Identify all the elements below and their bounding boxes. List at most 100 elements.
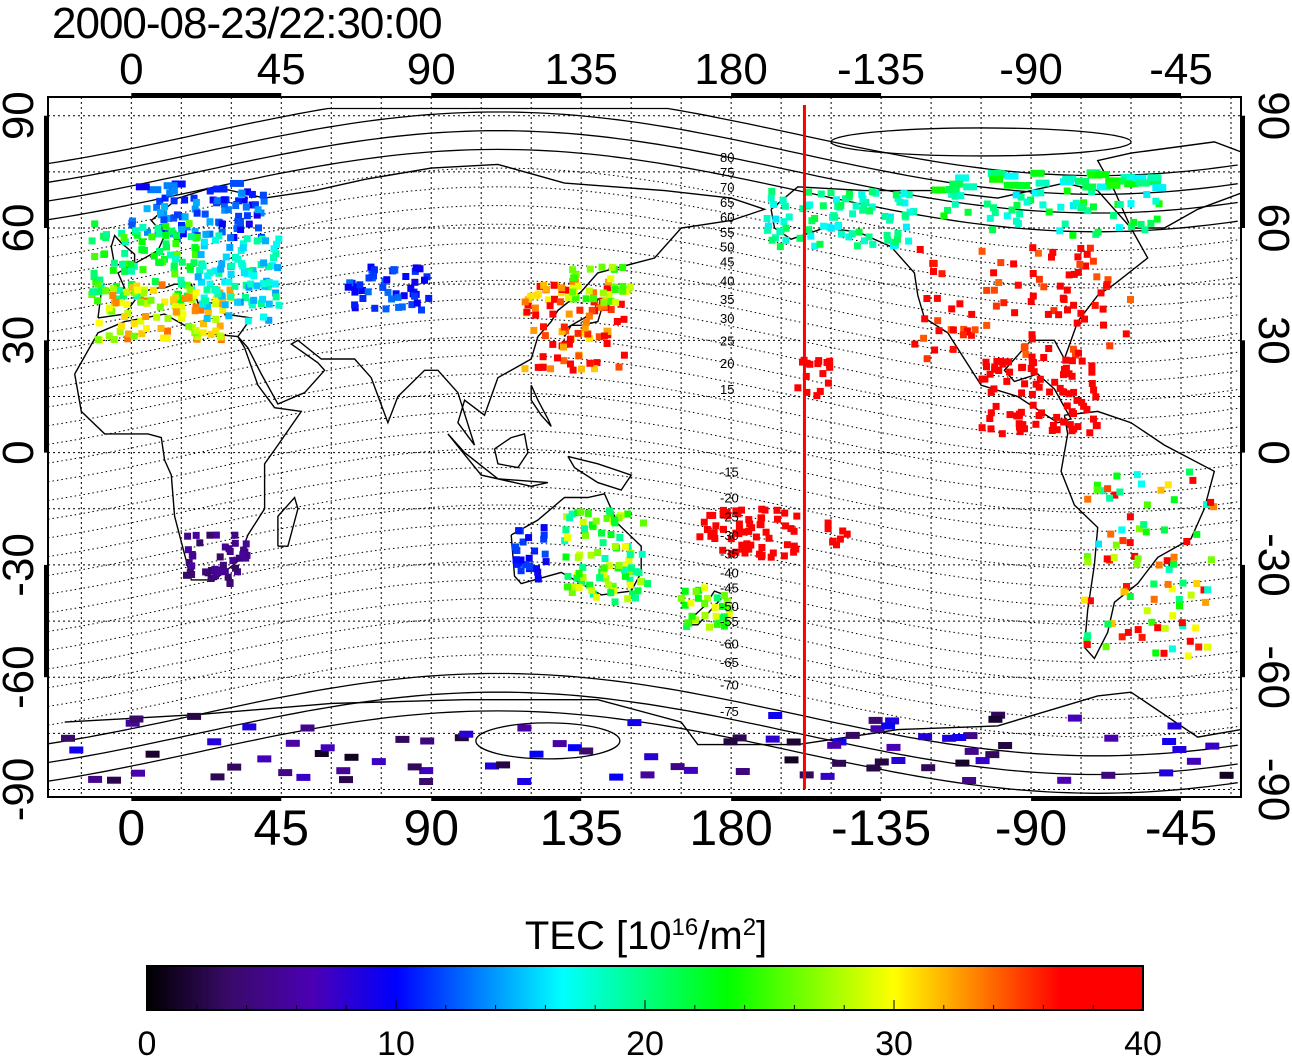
tec-point xyxy=(565,340,573,348)
tec-point xyxy=(1035,179,1050,187)
tec-point xyxy=(540,524,548,532)
tec-point xyxy=(911,340,919,348)
tec-point xyxy=(768,236,776,244)
latitude-tick-label-right: -60 xyxy=(1249,645,1292,709)
latitude-tick-label-right: 30 xyxy=(1249,316,1292,365)
tec-point xyxy=(983,286,991,294)
tec-point xyxy=(1118,633,1126,641)
tec-point xyxy=(1152,184,1167,192)
tec-point xyxy=(272,250,280,258)
tec-point xyxy=(807,232,815,240)
tec-point xyxy=(1084,207,1092,215)
tec-point xyxy=(742,544,750,552)
tec-point xyxy=(178,303,186,311)
tec-point xyxy=(243,235,251,243)
tec-point xyxy=(874,758,889,766)
tec-point xyxy=(300,724,315,732)
tec-point xyxy=(1116,201,1124,209)
tec-point xyxy=(622,561,630,569)
latitude-tick-label-left: -90 xyxy=(0,758,43,822)
tec-point xyxy=(1132,174,1147,182)
tec-point xyxy=(554,354,561,362)
tec-point xyxy=(1079,202,1087,210)
tec-point xyxy=(576,306,584,314)
tec-point xyxy=(1150,595,1158,603)
tec-point xyxy=(683,623,691,630)
tec-point xyxy=(607,589,615,597)
tec-point xyxy=(197,306,205,314)
tec-point xyxy=(1106,181,1121,189)
tec-point xyxy=(986,415,994,422)
tec-point xyxy=(1017,408,1025,416)
tec-point xyxy=(1070,270,1078,278)
tec-point xyxy=(560,323,568,331)
tec-point xyxy=(1032,420,1040,428)
tec-point xyxy=(602,575,610,583)
tec-point xyxy=(540,531,548,539)
tec-point xyxy=(69,746,84,754)
tec-point xyxy=(157,209,164,217)
tec-point xyxy=(165,215,172,223)
tec-point xyxy=(998,430,1006,438)
tec-point xyxy=(231,531,239,539)
colorbar: 0 10 20 30 40 xyxy=(138,965,1162,1057)
tec-point xyxy=(265,279,273,286)
tec-point xyxy=(992,402,1000,410)
tec-point xyxy=(206,280,214,288)
tec-point xyxy=(105,332,113,340)
coastline-south-america xyxy=(1060,410,1216,660)
tec-point xyxy=(620,566,628,574)
tec-point xyxy=(534,363,542,371)
tec-point xyxy=(819,370,827,378)
tec-point xyxy=(206,230,214,238)
tec-point xyxy=(700,518,708,526)
tec-point xyxy=(1028,359,1036,367)
tec-point xyxy=(1104,276,1112,284)
tec-point xyxy=(259,295,267,303)
coastline-borneo xyxy=(493,433,529,469)
tec-point xyxy=(638,550,646,558)
tec-point xyxy=(712,612,720,620)
tec-point xyxy=(552,740,567,748)
tec-point xyxy=(160,216,168,224)
tec-point xyxy=(1124,180,1139,188)
tec-point xyxy=(164,327,171,335)
latitude-tick-label-left: -30 xyxy=(0,533,43,597)
tec-point xyxy=(232,564,239,572)
tec-point xyxy=(109,266,117,274)
coastline-newguinea xyxy=(567,455,633,491)
tec-point xyxy=(240,196,248,204)
tec-point xyxy=(712,522,720,530)
tec-point xyxy=(459,730,474,738)
latitude-tick-label-left: -60 xyxy=(0,645,43,709)
tec-point xyxy=(1118,526,1126,534)
tec-point xyxy=(203,286,211,294)
tec-point xyxy=(578,579,586,586)
tec-point xyxy=(540,323,547,331)
tec-point xyxy=(212,531,220,539)
tec-point xyxy=(1017,193,1025,201)
tec-point xyxy=(997,259,1005,267)
tec-point xyxy=(921,764,936,772)
tec-point xyxy=(558,284,566,292)
tec-point xyxy=(232,202,240,210)
tec-point xyxy=(142,313,150,320)
tec-point xyxy=(121,249,129,257)
tec-point xyxy=(683,766,698,774)
tec-point xyxy=(564,294,572,302)
contour-label: -30 xyxy=(720,528,739,543)
tec-point xyxy=(531,304,539,312)
tec-point xyxy=(1070,388,1078,396)
tec-point xyxy=(600,571,608,578)
tec-point xyxy=(881,722,896,730)
tec-point xyxy=(1126,539,1134,547)
tec-point xyxy=(257,300,265,308)
tec-point xyxy=(978,424,986,432)
tec-point xyxy=(963,327,971,335)
tec-point xyxy=(1135,179,1150,187)
tec-point xyxy=(95,319,103,327)
longitude-tick-label-top: -90 xyxy=(999,45,1063,94)
tec-point xyxy=(581,525,588,533)
frame-bar-bottom xyxy=(431,796,582,801)
